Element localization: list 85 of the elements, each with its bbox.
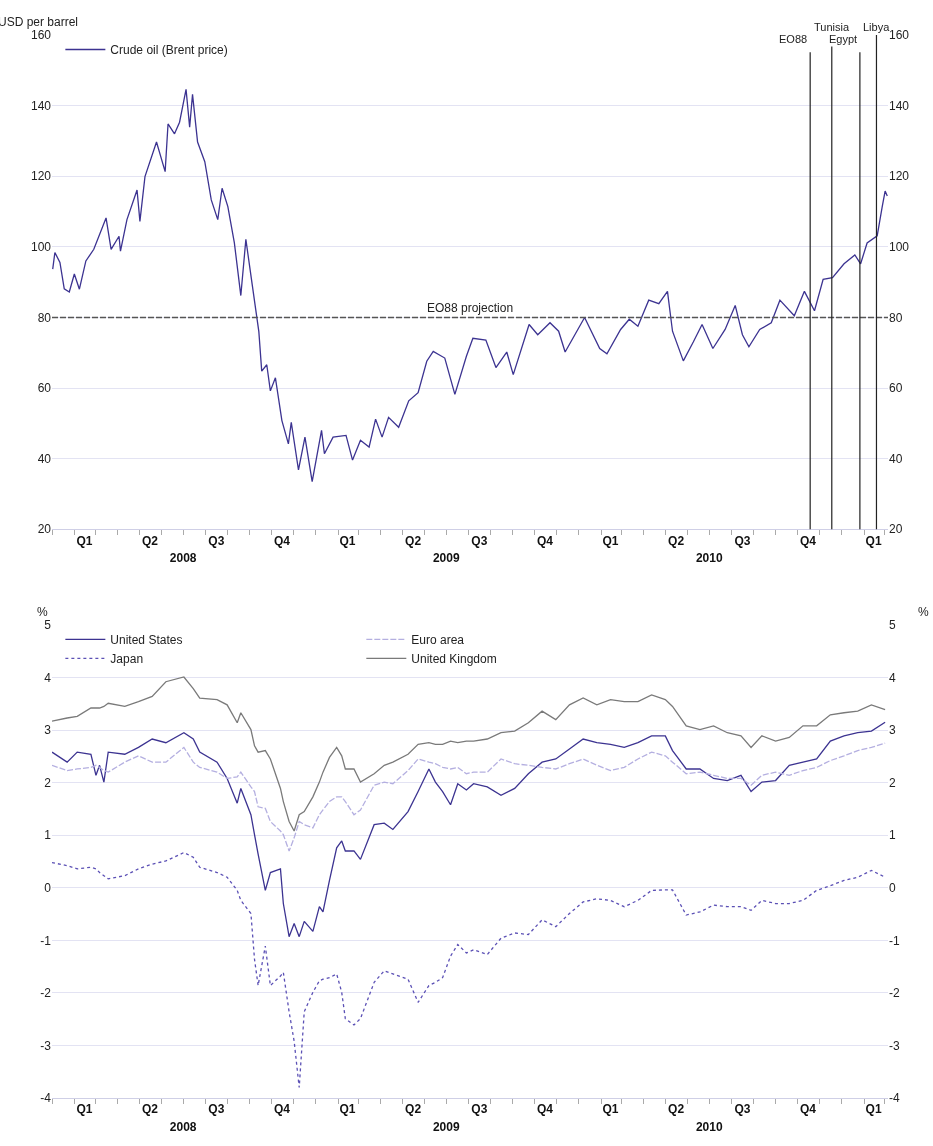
x-tick-label: Q2 bbox=[142, 1102, 159, 1117]
y-tick-label: 60 bbox=[37, 381, 52, 396]
x-tick-label: Q4 bbox=[273, 1102, 291, 1117]
y-tick-label: -2 bbox=[40, 986, 52, 1001]
y-tick-label: 5 bbox=[44, 618, 52, 633]
y-tick-label: 120 bbox=[30, 169, 52, 184]
x-tick-label: Q3 bbox=[208, 533, 225, 548]
y-tick-label: -3 bbox=[40, 1038, 52, 1053]
ref-line-label: Egypt bbox=[829, 33, 858, 45]
line-series bbox=[52, 742, 886, 852]
x-tick-label: Q2 bbox=[668, 1102, 685, 1117]
x-tick-label: Q1 bbox=[76, 1102, 93, 1117]
x2-tick-label: 2010 bbox=[695, 1120, 723, 1134]
x-tick-label: Q3 bbox=[471, 1102, 488, 1117]
x-tick-label: Q1 bbox=[339, 1102, 356, 1117]
x-tick-label: Q1 bbox=[865, 533, 882, 548]
y-tick-label: 100 bbox=[30, 240, 52, 255]
y2-tick-label: -1 bbox=[889, 933, 900, 948]
y-tick-label: 4 bbox=[44, 670, 52, 685]
legend-label: United States bbox=[110, 633, 183, 648]
y-tick-label: -4 bbox=[40, 1091, 52, 1106]
x-tick-label: Q1 bbox=[865, 1102, 882, 1117]
y2-tick-label: 3 bbox=[889, 723, 896, 738]
y2-axis-title: % bbox=[918, 605, 929, 619]
x-tick-label: Q3 bbox=[734, 1102, 751, 1117]
y-tick-label: 2 bbox=[44, 775, 52, 790]
y2-tick-label: 60 bbox=[889, 381, 903, 396]
y-tick-label: 0 bbox=[44, 880, 52, 895]
line-series bbox=[52, 676, 886, 832]
x-tick-label: Q4 bbox=[536, 1102, 554, 1117]
x-tick-label: Q4 bbox=[799, 1102, 817, 1117]
ref-line-label: EO88 projection bbox=[427, 301, 514, 315]
y2-tick-label: 2 bbox=[889, 775, 896, 790]
line-series bbox=[52, 88, 888, 483]
y2-tick-label: 5 bbox=[889, 618, 896, 633]
y-tick-label: -1 bbox=[40, 933, 52, 948]
y2-tick-label: 160 bbox=[889, 28, 910, 43]
x-tick-label: Q3 bbox=[471, 533, 488, 548]
x2-tick-label: 2008 bbox=[169, 1120, 197, 1134]
x-tick-label: Q4 bbox=[536, 533, 554, 548]
x-tick-label: Q2 bbox=[405, 533, 422, 548]
y2-tick-label: 4 bbox=[889, 670, 896, 685]
legend-label: Japan bbox=[110, 652, 144, 667]
y2-tick-label: 80 bbox=[889, 310, 903, 325]
legend-label: Euro area bbox=[411, 633, 465, 648]
x-tick-label: Q1 bbox=[339, 533, 356, 548]
y-tick-label: 40 bbox=[37, 451, 52, 466]
y-tick-label: 1 bbox=[44, 828, 52, 843]
legend-label: Crude oil (Brent price) bbox=[110, 43, 228, 58]
y2-tick-label: 20 bbox=[889, 522, 903, 537]
ref-line-label: EO88 bbox=[779, 33, 808, 45]
y2-tick-label: 140 bbox=[889, 98, 910, 113]
x2-tick-label: 2010 bbox=[695, 551, 723, 566]
ref-line-label: Libya bbox=[863, 21, 891, 33]
x-tick-label: Q1 bbox=[602, 1102, 619, 1117]
y-tick-label: 3 bbox=[44, 723, 52, 738]
line-series bbox=[52, 721, 886, 938]
x2-tick-label: 2009 bbox=[432, 1120, 460, 1134]
y2-tick-label: 120 bbox=[889, 169, 910, 184]
y2-tick-label: 100 bbox=[889, 240, 910, 255]
x-tick-label: Q2 bbox=[668, 533, 685, 548]
y2-tick-label: -4 bbox=[889, 1091, 900, 1106]
x-tick-label: Q1 bbox=[602, 533, 619, 548]
x-tick-label: Q2 bbox=[142, 533, 159, 548]
x-tick-label: Q4 bbox=[273, 533, 291, 548]
line-series bbox=[52, 851, 886, 1089]
x-tick-label: Q3 bbox=[734, 533, 751, 548]
y-tick-label: 80 bbox=[37, 310, 52, 325]
x-tick-label: Q4 bbox=[799, 533, 817, 548]
y2-tick-label: -2 bbox=[889, 986, 900, 1001]
y2-tick-label: -3 bbox=[889, 1038, 900, 1053]
x-tick-label: Q3 bbox=[208, 1102, 225, 1117]
x-tick-label: Q1 bbox=[76, 533, 93, 548]
y-tick-label: 140 bbox=[30, 98, 52, 113]
y2-tick-label: 40 bbox=[889, 451, 903, 466]
y2-tick-label: 1 bbox=[889, 828, 896, 843]
y2-tick-label: 0 bbox=[889, 880, 896, 895]
y-tick-label: 20 bbox=[37, 522, 52, 537]
legend-label: United Kingdom bbox=[411, 652, 497, 667]
ref-line-label: Tunisia bbox=[814, 21, 850, 33]
x2-tick-label: 2009 bbox=[432, 551, 460, 566]
x-tick-label: Q2 bbox=[405, 1102, 422, 1117]
x2-tick-label: 2008 bbox=[169, 551, 197, 566]
y-tick-label: 160 bbox=[30, 28, 52, 43]
y-axis-title: % bbox=[37, 605, 48, 619]
